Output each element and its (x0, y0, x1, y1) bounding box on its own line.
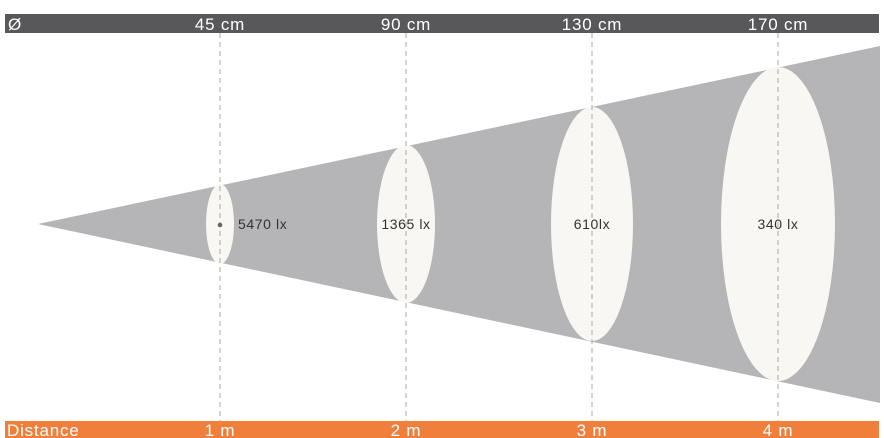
illuminance-label-4: 340 lx (758, 216, 799, 232)
diameter-label-4: 170 cm (748, 15, 809, 34)
diameter-symbol: Ø (8, 15, 22, 34)
diameter-labels: 45 cm 90 cm 130 cm 170 cm (195, 15, 808, 34)
light-beam-cone (38, 46, 880, 403)
distance-value-1: 1 m (205, 421, 236, 438)
diameter-label-1: 45 cm (195, 15, 245, 34)
distance-value-4: 4 m (763, 421, 794, 438)
distance-value-3: 3 m (577, 421, 608, 438)
diameter-label-2: 90 cm (381, 15, 431, 34)
diameter-label-3: 130 cm (562, 15, 623, 34)
illuminance-label-3: 610lx (574, 216, 610, 232)
illuminance-label-1: 5470 lx (238, 216, 287, 232)
distance-value-2: 2 m (391, 421, 422, 438)
illuminance-labels: 5470 lx 1365 lx 610lx 340 lx (217, 216, 799, 232)
distance-guides (219, 33, 779, 421)
distance-label: Distance (7, 421, 80, 438)
diameter-header-bar (5, 14, 879, 33)
distance-footer-bar (5, 421, 879, 438)
distance-values: 1 m 2 m 3 m 4 m (205, 421, 794, 438)
beam-center-dot (217, 222, 223, 228)
illuminance-label-2: 1365 lx (381, 216, 430, 232)
